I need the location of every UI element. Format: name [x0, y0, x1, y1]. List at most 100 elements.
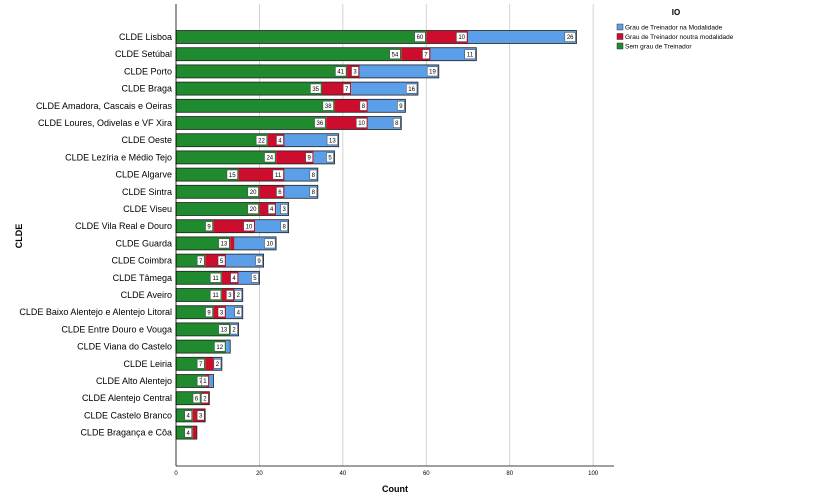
data-label: 2	[203, 396, 207, 402]
data-label-box	[196, 255, 205, 266]
data-label: 6	[195, 396, 199, 402]
data-label-box	[210, 272, 222, 283]
data-label-box	[201, 376, 209, 386]
legend-swatch	[616, 23, 624, 31]
data-label-box	[389, 49, 401, 60]
data-label-box	[184, 410, 192, 421]
category-labels: CLDE Lisboa CLDE Setúbal CLDE Porto CLDE Br…	[19, 32, 172, 438]
x-tick-label: 0	[174, 471, 178, 477]
bar-segment	[367, 99, 406, 113]
data-label-box	[255, 135, 268, 146]
bar-segment	[176, 305, 214, 319]
data-label: 6	[278, 190, 282, 196]
data-label: 19	[429, 70, 436, 76]
category-label: CLDE Viseu	[123, 204, 172, 214]
category-label: CLDE Oeste	[121, 135, 172, 145]
data-label-box	[326, 135, 338, 146]
legend-swatch	[616, 42, 624, 50]
category-label: CLDE Loures, Odivelas e VF Xira	[38, 118, 172, 128]
data-label: 10	[458, 35, 465, 41]
data-label-box	[356, 118, 368, 128]
data-label-box	[359, 100, 368, 111]
data-label: 9	[257, 259, 261, 265]
data-label-box	[196, 410, 205, 421]
data-label-box	[264, 238, 276, 249]
bar-segment	[255, 219, 289, 233]
data-label: 2	[232, 328, 236, 334]
category-label: CLDE Porto	[124, 66, 172, 76]
data-label: 35	[312, 87, 319, 93]
legend-entry: Grau de Treinador na Modalidade	[625, 25, 723, 32]
data-label: 7	[199, 379, 203, 385]
category-label: CLDE Leiria	[123, 359, 172, 369]
category-label: CLDE Alto Alentejo	[96, 376, 172, 386]
x-axis-title: Count	[382, 484, 408, 494]
data-label: 1	[203, 379, 207, 385]
data-label: 12	[216, 345, 223, 351]
data-label: 4	[187, 414, 191, 420]
data-label: 24	[266, 156, 273, 162]
bar-segment	[351, 82, 418, 96]
category-label: CLDE Vila Real e Douro	[75, 221, 172, 231]
data-label-box	[564, 32, 576, 42]
data-label: 15	[229, 173, 236, 179]
bar-segment	[176, 322, 231, 336]
data-label-box	[326, 152, 334, 163]
bar-segment	[176, 236, 231, 250]
data-label-box	[406, 83, 418, 94]
bar-segment	[226, 254, 264, 268]
data-label-box	[276, 186, 284, 197]
data-label-box	[422, 49, 430, 60]
data-label-box	[243, 221, 255, 232]
bar-segment	[468, 30, 577, 44]
bar-segment	[334, 99, 368, 113]
data-label: 11	[212, 276, 219, 282]
data-label-box	[272, 169, 284, 180]
data-label: 11	[212, 293, 219, 299]
y-axis-title: CLDE	[14, 224, 24, 249]
data-label-box	[397, 100, 405, 111]
data-label: 8	[282, 224, 286, 230]
data-label: 4	[237, 310, 241, 316]
category-label: CLDE Baixo Alentejo e Alentejo Litoral	[19, 307, 172, 317]
data-label: 26	[567, 35, 574, 41]
bar-segment	[367, 116, 402, 130]
data-label-box	[247, 204, 259, 214]
legend-swatch	[616, 33, 624, 40]
bar-segment	[284, 133, 339, 147]
data-label-box	[251, 272, 259, 283]
category-label: CLDE Aveiro	[121, 290, 172, 300]
data-label: 9	[207, 224, 211, 230]
data-label: 11	[275, 173, 282, 179]
category-label: CLDE Guarda	[115, 238, 172, 248]
legend: IO Grau de Treinador na Modalidade Grau d…	[616, 8, 734, 51]
bar-segment	[176, 116, 327, 130]
category-label: CLDE Lezíria e Médio Tejo	[65, 152, 172, 162]
data-label: 7	[199, 259, 203, 265]
data-label-box	[234, 290, 242, 300]
category-label: CLDE Entre Douro e Vouga	[61, 324, 172, 334]
data-label-box	[234, 307, 242, 318]
data-label: 13	[221, 242, 228, 248]
data-label-box	[342, 83, 351, 94]
data-label-box	[230, 324, 238, 335]
data-label-box	[314, 118, 326, 128]
data-label: 4	[278, 138, 282, 144]
data-label-box	[309, 169, 318, 180]
x-tick-label: 60	[423, 471, 430, 477]
data-label-box	[255, 255, 263, 266]
data-label: 7	[199, 362, 203, 368]
bar-segment	[176, 82, 322, 96]
legend-entry: Grau de Treinador noutra modalidade	[625, 34, 734, 41]
data-label: 3	[199, 414, 203, 420]
category-label: CLDE Algarve	[115, 170, 172, 180]
data-label-box	[205, 307, 213, 318]
data-label-box	[226, 169, 238, 180]
data-label: 38	[325, 104, 332, 110]
data-label: 2	[237, 293, 241, 299]
data-label: 54	[392, 52, 399, 58]
bar-segment	[176, 185, 260, 199]
x-tick-label: 80	[506, 471, 513, 477]
data-label: 20	[250, 207, 257, 213]
data-label-box	[351, 66, 359, 77]
